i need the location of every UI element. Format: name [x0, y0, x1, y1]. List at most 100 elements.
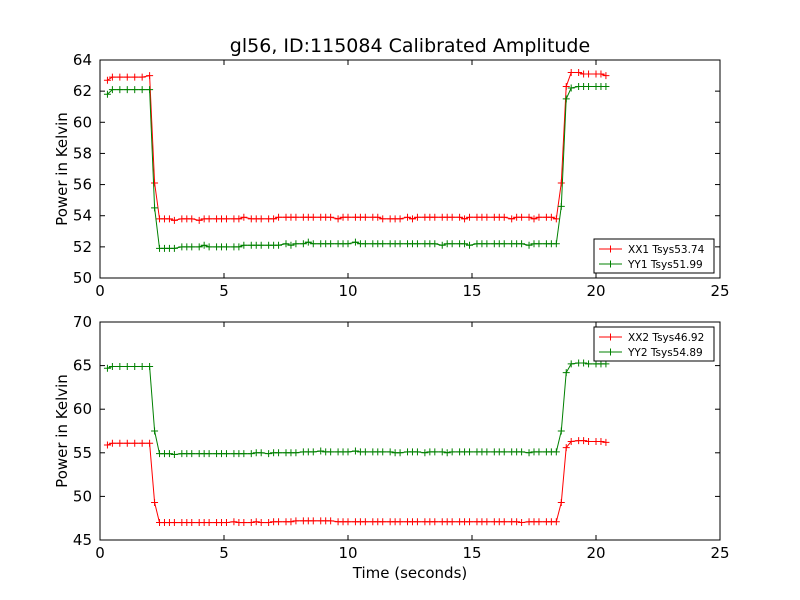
- data-point: [361, 448, 369, 456]
- data-point: [138, 86, 146, 94]
- y-tick-label: 60: [73, 113, 92, 131]
- y-tick-label: 58: [73, 144, 92, 162]
- legend: XX2 Tsys46.92 YY2 Tsys54.89: [593, 326, 715, 362]
- data-point: [557, 179, 565, 187]
- data-point: [456, 213, 464, 221]
- x-axis-label: Time (seconds): [352, 564, 468, 582]
- data-point: [108, 439, 116, 447]
- data-point: [265, 450, 273, 458]
- y-tick-label: 56: [73, 176, 92, 194]
- data-point: [235, 243, 243, 251]
- data-point: [222, 215, 230, 223]
- data-point: [602, 72, 610, 80]
- data-point: [547, 213, 555, 221]
- y-tick-label: 50: [73, 487, 92, 505]
- x-tick-label: 0: [95, 544, 105, 562]
- data-point: [240, 241, 248, 249]
- data-point: [562, 369, 570, 377]
- y-tick-label: 64: [73, 51, 92, 69]
- data-point: [240, 519, 248, 527]
- data-point: [257, 241, 265, 249]
- data-point: [103, 76, 111, 84]
- y-tick-label: 55: [73, 444, 92, 462]
- data-point: [188, 215, 196, 223]
- data-point: [151, 427, 159, 435]
- data-point: [108, 86, 116, 94]
- x-tick-label: 25: [710, 282, 729, 300]
- x-tick-label: 5: [219, 544, 229, 562]
- data-point: [483, 448, 491, 456]
- data-point: [309, 213, 317, 221]
- y-axis-label: Power in Kelvin: [53, 112, 71, 226]
- data-point: [299, 240, 307, 248]
- data-point: [195, 243, 203, 251]
- data-point: [123, 86, 131, 94]
- data-point: [287, 241, 295, 249]
- data-point: [151, 179, 159, 187]
- y-tick-label: 52: [73, 238, 92, 256]
- x-tick-label: 10: [338, 282, 357, 300]
- data-point: [597, 437, 605, 445]
- data-point: [165, 450, 173, 458]
- data-point: [580, 359, 588, 367]
- series-1: [103, 68, 610, 224]
- y-tick-label: 60: [73, 400, 92, 418]
- data-point: [247, 519, 255, 527]
- data-point: [138, 73, 146, 81]
- data-point: [108, 362, 116, 370]
- data-point: [327, 517, 335, 525]
- data-point: [334, 215, 342, 223]
- y-axis-label: Power in Kelvin: [53, 374, 71, 488]
- data-point: [222, 243, 230, 251]
- data-point: [123, 439, 131, 447]
- data-point: [518, 519, 526, 527]
- data-point: [431, 448, 439, 456]
- data-point: [257, 215, 265, 223]
- data-point: [205, 450, 213, 458]
- data-point: [518, 448, 526, 456]
- data-point: [396, 240, 404, 248]
- data-point: [500, 518, 508, 526]
- series-2: [103, 82, 610, 252]
- data-point: [205, 519, 213, 527]
- data-point: [103, 90, 111, 98]
- data-point: [275, 518, 283, 526]
- data-point: [170, 519, 178, 527]
- data-point: [396, 215, 404, 223]
- data-point: [500, 448, 508, 456]
- data-point: [535, 448, 543, 456]
- x-tick-label: 10: [338, 544, 357, 562]
- series-2: [103, 359, 610, 459]
- data-point: [116, 362, 124, 370]
- data-point: [413, 518, 421, 526]
- data-point: [508, 215, 516, 223]
- legend-marker: [607, 245, 614, 253]
- data-point: [448, 213, 456, 221]
- data-point: [304, 238, 312, 246]
- data-point: [500, 213, 508, 221]
- data-point: [535, 240, 543, 248]
- y-tick-label: 45: [73, 531, 92, 549]
- data-point: [525, 213, 533, 221]
- data-point: [567, 68, 575, 76]
- data-point: [466, 518, 474, 526]
- data-point: [309, 240, 317, 248]
- data-point: [518, 213, 526, 221]
- data-point: [552, 448, 560, 456]
- data-point: [374, 213, 382, 221]
- x-tick-label: 15: [462, 544, 481, 562]
- data-point: [379, 448, 387, 456]
- data-point: [108, 73, 116, 81]
- data-point: [222, 450, 230, 458]
- chart-title: gl56, ID:115084 Calibrated Amplitude: [230, 35, 590, 57]
- data-point: [188, 519, 196, 527]
- data-point: [247, 450, 255, 458]
- data-point: [165, 215, 173, 223]
- data-point: [597, 70, 605, 78]
- data-point: [448, 518, 456, 526]
- data-point: [557, 202, 565, 210]
- data-point: [257, 519, 265, 527]
- data-point: [535, 518, 543, 526]
- data-point: [230, 518, 238, 526]
- legend-label: XX1 Tsys53.74: [628, 244, 705, 256]
